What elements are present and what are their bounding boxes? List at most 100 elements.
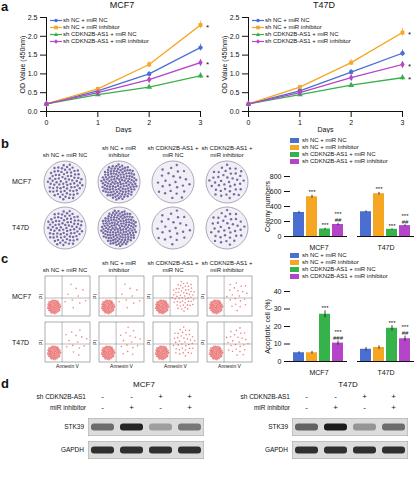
svg-text:400: 400 bbox=[270, 203, 282, 210]
html-text:b: b bbox=[1, 136, 9, 151]
html-text:sh NC + miR inhibitor: sh NC + miR inhibitor bbox=[101, 145, 137, 158]
html-text:sh CDKN2B-AS1: sh CDKN2B-AS1 bbox=[240, 393, 290, 400]
svg-text:*: * bbox=[408, 30, 411, 39]
html-text:T47D: T47D bbox=[313, 0, 335, 10]
svg-text:1.5: 1.5 bbox=[230, 51, 240, 58]
svg-text:MCF7: MCF7 bbox=[309, 369, 328, 375]
svg-text:Colony numbers: Colony numbers bbox=[264, 181, 272, 232]
html-text:sh NC + miR inhibitor: sh NC + miR inhibitor bbox=[101, 260, 137, 273]
svg-text:2: 2 bbox=[147, 119, 151, 126]
svg-text:0: 0 bbox=[45, 119, 49, 126]
svg-text:Days: Days bbox=[116, 126, 132, 134]
svg-text:2.5: 2.5 bbox=[28, 14, 38, 21]
svg-text:800: 800 bbox=[270, 173, 282, 180]
svg-text:***##: ***## bbox=[334, 211, 342, 223]
svg-text:T47D: T47D bbox=[377, 244, 394, 250]
svg-text:30: 30 bbox=[274, 305, 282, 312]
html-text:sh CDKN2B-AS1 + miR inhibitor: sh CDKN2B-AS1 + miR inhibitor bbox=[265, 38, 351, 44]
svg-text:600: 600 bbox=[270, 188, 282, 195]
html-text:sh CDKN2B-AS1 + miR NC: sh CDKN2B-AS1 + miR NC bbox=[147, 145, 199, 158]
html-text:sh NC + miR NC: sh NC + miR NC bbox=[42, 267, 88, 273]
html-text:GAPDH: GAPDH bbox=[60, 446, 84, 453]
svg-text:200: 200 bbox=[270, 218, 282, 225]
svg-text:***##: ***## bbox=[401, 213, 409, 225]
svg-text:2: 2 bbox=[349, 119, 353, 126]
html-text:MCF7: MCF7 bbox=[133, 380, 155, 389]
html-text:sh NC + miR inhibitor: sh NC + miR inhibitor bbox=[302, 259, 359, 265]
html-text:sh NC + miR NC: sh NC + miR NC bbox=[63, 17, 108, 23]
html-text:T47D: T47D bbox=[12, 224, 30, 231]
html-text:sh NC + miR inhibitor: sh NC + miR inhibitor bbox=[265, 24, 322, 30]
html-text:sh NC + miR inhibitor: sh NC + miR inhibitor bbox=[302, 144, 359, 150]
html-text:MCF7: MCF7 bbox=[109, 0, 135, 10]
html-text:T47D: T47D bbox=[338, 380, 358, 389]
svg-text:***: *** bbox=[308, 189, 316, 195]
html-text:sh CDKN2B-AS1 + miR inhibitor: sh CDKN2B-AS1 + miR inhibitor bbox=[201, 145, 253, 158]
svg-text:***: *** bbox=[321, 222, 329, 228]
svg-text:*: * bbox=[206, 23, 209, 32]
svg-text:***: *** bbox=[321, 305, 329, 311]
html-text:GAPDH: GAPDH bbox=[264, 446, 288, 453]
svg-text:*: * bbox=[408, 62, 411, 71]
svg-text:***: *** bbox=[375, 186, 383, 192]
html-text:STK39: STK39 bbox=[268, 423, 288, 430]
svg-text:T47D: T47D bbox=[377, 369, 394, 375]
svg-text:0.0: 0.0 bbox=[28, 108, 38, 115]
svg-text:20: 20 bbox=[274, 323, 282, 330]
svg-text:Days: Days bbox=[318, 126, 334, 134]
svg-text:3: 3 bbox=[199, 119, 203, 126]
svg-text:OD Value (450nm): OD Value (450nm) bbox=[221, 36, 229, 94]
svg-text:1: 1 bbox=[96, 119, 100, 126]
html-text:sh NC + miR NC: sh NC + miR NC bbox=[265, 17, 310, 23]
html-text:miR inhibitor: miR inhibitor bbox=[253, 404, 290, 411]
html-text:sh NC + miR NC: sh NC + miR NC bbox=[42, 152, 88, 158]
html-text:sh CDKN2B-AS1 + miR NC: sh CDKN2B-AS1 + miR NC bbox=[147, 260, 199, 273]
html-text:sh NC + miR NC: sh NC + miR NC bbox=[302, 252, 347, 258]
html-text:STK39: STK39 bbox=[64, 423, 84, 430]
html-text:sh CDKN2B-AS1 + miR NC: sh CDKN2B-AS1 + miR NC bbox=[265, 31, 339, 37]
html-text:sh CDKN2B-AS1 + miR inhibitor: sh CDKN2B-AS1 + miR inhibitor bbox=[302, 273, 388, 279]
html-text:sh CDKN2B-AS1 + miR NC: sh CDKN2B-AS1 + miR NC bbox=[302, 266, 376, 272]
svg-text:***: *** bbox=[388, 223, 396, 229]
svg-text:3: 3 bbox=[401, 119, 405, 126]
html-text:MCF7: MCF7 bbox=[12, 293, 32, 300]
svg-text:0: 0 bbox=[278, 233, 282, 240]
svg-text:***###: ***### bbox=[333, 329, 344, 341]
svg-text:0.0: 0.0 bbox=[230, 108, 240, 115]
html-text:c: c bbox=[1, 251, 9, 266]
svg-text:1.5: 1.5 bbox=[28, 51, 38, 58]
html-text:T47D: T47D bbox=[12, 339, 30, 346]
html-text:miR inhibitor: miR inhibitor bbox=[49, 404, 86, 411]
svg-text:***: *** bbox=[388, 320, 396, 326]
svg-text:2.0: 2.0 bbox=[230, 33, 240, 40]
html-text:sh CDKN2B-AS1 + miR inhibitor: sh CDKN2B-AS1 + miR inhibitor bbox=[201, 260, 253, 273]
html-text:sh CDKN2B-AS1 + miR NC: sh CDKN2B-AS1 + miR NC bbox=[63, 31, 137, 37]
svg-text:0.5: 0.5 bbox=[230, 89, 240, 96]
svg-text:MCF7: MCF7 bbox=[309, 244, 328, 250]
svg-text:0: 0 bbox=[247, 119, 251, 126]
svg-text:OD Value (450nm): OD Value (450nm) bbox=[19, 36, 27, 94]
svg-text:1.0: 1.0 bbox=[230, 70, 240, 77]
html-text:sh CDKN2B-AS1 + miR NC: sh CDKN2B-AS1 + miR NC bbox=[302, 151, 376, 157]
html-text:a: a bbox=[1, 0, 9, 14]
svg-text:1: 1 bbox=[298, 119, 302, 126]
html-text:sh CDKN2B-AS1 + miR inhibitor: sh CDKN2B-AS1 + miR inhibitor bbox=[302, 158, 388, 164]
svg-text:*: * bbox=[408, 75, 411, 84]
html-text:MCF7: MCF7 bbox=[12, 178, 32, 185]
svg-text:10: 10 bbox=[274, 340, 282, 347]
svg-text:0: 0 bbox=[278, 358, 282, 365]
svg-text:0.5: 0.5 bbox=[28, 89, 38, 96]
html-text:sh CDKN2B-AS1: sh CDKN2B-AS1 bbox=[36, 393, 86, 400]
svg-text:*: * bbox=[206, 73, 209, 82]
svg-text:***##: ***## bbox=[401, 324, 409, 336]
html-text:sh NC + miR inhibitor: sh NC + miR inhibitor bbox=[63, 24, 120, 30]
svg-text:1.0: 1.0 bbox=[28, 70, 38, 77]
svg-text:*: * bbox=[206, 60, 209, 69]
html-text:sh NC + miR NC: sh NC + miR NC bbox=[302, 137, 347, 143]
svg-text:Apoptotic cell (%): Apoptotic cell (%) bbox=[264, 299, 272, 353]
html-text:d: d bbox=[1, 376, 9, 391]
html-text:sh CDKN2B-AS1 + miR inhibitor: sh CDKN2B-AS1 + miR inhibitor bbox=[63, 38, 149, 44]
svg-text:2.0: 2.0 bbox=[28, 33, 38, 40]
svg-text:2.5: 2.5 bbox=[230, 14, 240, 21]
svg-text:40: 40 bbox=[274, 288, 282, 295]
